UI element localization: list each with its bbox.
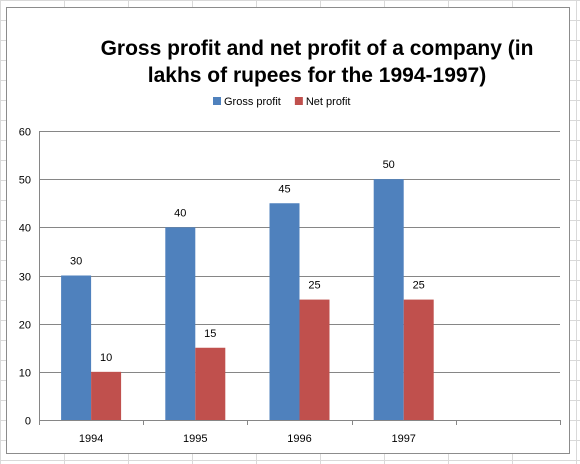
net-profit-bar xyxy=(91,371,122,420)
bar-chart: Gross profit and net profit of a company… xyxy=(19,37,561,445)
data-label: 10 xyxy=(100,352,112,364)
bars xyxy=(61,179,434,420)
data-label: 45 xyxy=(278,183,290,195)
y-tick-label: 30 xyxy=(19,272,31,284)
legend-swatch-gross-profit xyxy=(213,97,221,105)
chart-title-line-2: lakhs of rupees for the 1994-1997) xyxy=(148,64,486,87)
y-tick-label: 0 xyxy=(25,416,31,428)
legend: Gross profit Net profit xyxy=(213,96,351,108)
legend-swatch-net-profit xyxy=(294,97,303,105)
data-labels: 30 10 40 15 45 25 50 25 xyxy=(70,159,425,364)
x-tick-label: 1996 xyxy=(287,433,311,445)
net-profit-bar xyxy=(195,347,226,420)
gross-profit-bar xyxy=(61,275,92,420)
y-tick-label: 40 xyxy=(19,223,31,235)
data-label: 25 xyxy=(413,280,425,292)
data-label: 15 xyxy=(204,328,216,340)
gross-profit-bar xyxy=(165,227,196,420)
net-profit-bar xyxy=(299,299,330,420)
x-tick-label: 1995 xyxy=(183,433,207,445)
data-label: 50 xyxy=(383,159,395,171)
net-profit-bar xyxy=(403,299,434,420)
data-label: 25 xyxy=(308,280,320,292)
y-tick-label: 60 xyxy=(19,127,31,139)
x-tick-label: 1994 xyxy=(79,433,103,445)
data-label: 30 xyxy=(70,256,82,268)
gross-profit-bar xyxy=(373,179,404,420)
x-tick-label: 1997 xyxy=(391,433,415,445)
legend-label: Net profit xyxy=(306,96,351,108)
axes: 0 10 20 30 40 50 60 1994 1995 1996 1997 xyxy=(19,127,561,445)
y-tick-label: 20 xyxy=(19,320,31,332)
chart-title-line-1: Gross profit and net profit of a company… xyxy=(101,37,534,60)
y-tick-label: 50 xyxy=(19,175,31,187)
legend-label: Gross profit xyxy=(224,96,281,108)
y-tick-label: 10 xyxy=(19,368,31,380)
gross-profit-bar xyxy=(269,203,300,420)
data-label: 40 xyxy=(174,207,186,219)
chart-area[interactable]: Gross profit and net profit of a company… xyxy=(6,7,570,454)
